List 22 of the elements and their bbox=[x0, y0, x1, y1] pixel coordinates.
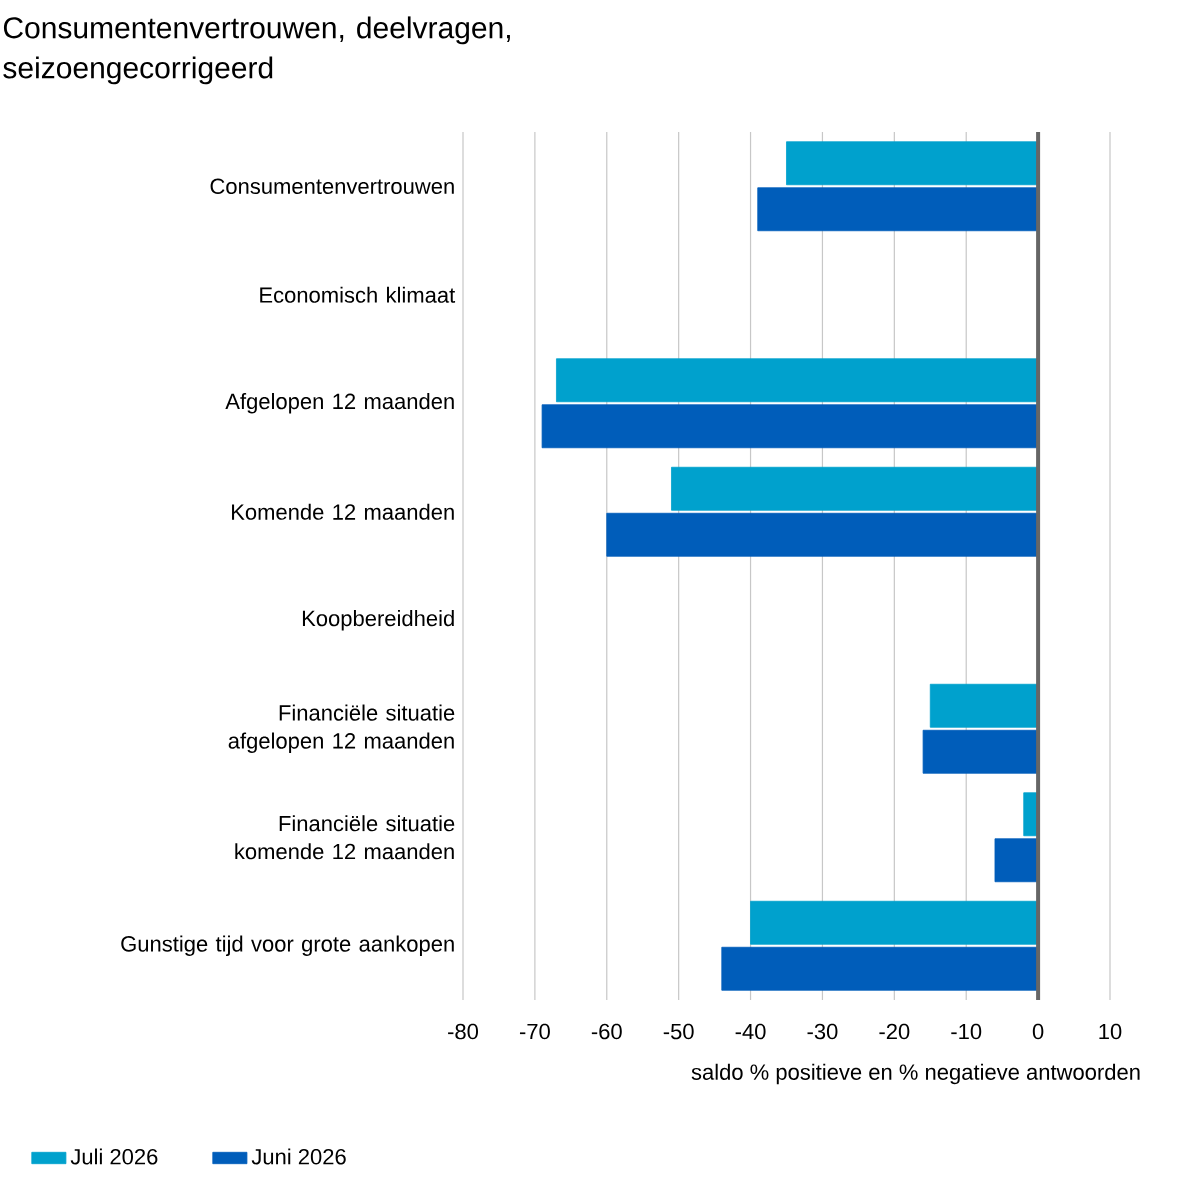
y-tick-label: Consumentenvertrouwen bbox=[210, 178, 454, 195]
y-tick-label: Koopbereidheid bbox=[302, 610, 454, 631]
y-tick-label: Afgelopen 12 maanden bbox=[225, 393, 454, 414]
x-tick-label: -50 bbox=[663, 1023, 694, 1040]
x-tick-label: 10 bbox=[1099, 1023, 1122, 1040]
x-tick-label: -70 bbox=[519, 1023, 550, 1040]
y-tick-label: Economisch klimaat bbox=[260, 286, 456, 303]
y-tick-label: Financiële situatie komende 12 maanden bbox=[235, 815, 455, 860]
y-tick-label: Gunstige tijd voor grote aankopen bbox=[121, 935, 454, 956]
x-tick-label: -10 bbox=[951, 1023, 982, 1040]
x-tick-label: -80 bbox=[448, 1023, 479, 1040]
x-axis-title: saldo % positieve en % negatieve antwoorden bbox=[691, 1063, 1140, 1085]
x-tick-label: -30 bbox=[807, 1023, 838, 1040]
legend-label: Juni 2026 bbox=[251, 1148, 346, 1165]
chart-title: Consumentenvertrouwen, deelvragen, seizoengecorrigeerd bbox=[3, 16, 510, 85]
y-tick-label: Financiële situatie afgelopen 12 maanden bbox=[228, 704, 455, 753]
x-tick-label: 0 bbox=[1032, 1023, 1044, 1040]
x-tick-label: -20 bbox=[879, 1023, 910, 1040]
y-tick-label: Komende 12 maanden bbox=[232, 503, 454, 520]
x-tick-label: -40 bbox=[735, 1023, 766, 1040]
x-tick-label: -60 bbox=[591, 1023, 622, 1040]
legend-label: Juli 2026 bbox=[70, 1148, 158, 1165]
